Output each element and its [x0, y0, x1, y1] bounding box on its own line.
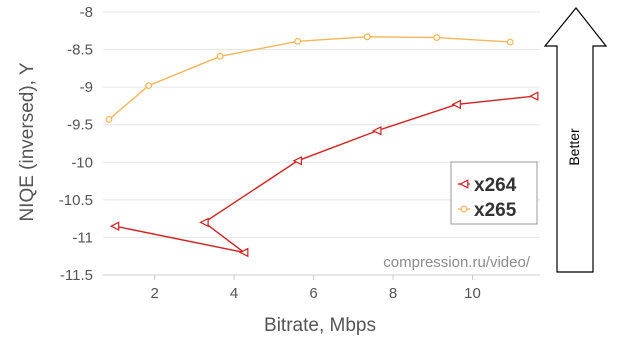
- better-label: Better: [566, 128, 582, 166]
- y-tick-label: -9: [80, 79, 93, 96]
- x-tick-label: 8: [389, 285, 397, 302]
- data-point-x264: [109, 221, 120, 231]
- y-tick-label: -8: [80, 4, 93, 21]
- y-tick-label: -11: [72, 229, 93, 246]
- y-tick-label: -10.5: [59, 192, 93, 209]
- legend-label: x265: [474, 200, 517, 221]
- data-point-x264: [199, 217, 209, 228]
- series-x264: [109, 91, 539, 258]
- better-arrow: Better: [543, 7, 608, 273]
- data-point-x265: [294, 37, 302, 45]
- legend: x264 x265: [450, 161, 538, 225]
- y-axis-title: NIQE (inversed), Y: [17, 62, 38, 221]
- x-axis-title: Bitrate, Mbps: [264, 315, 376, 336]
- series-group: [105, 33, 539, 258]
- grid-lines: [103, 11, 540, 276]
- data-point-x264: [451, 99, 461, 110]
- up-arrow-icon: [543, 7, 608, 273]
- data-point-x265: [105, 116, 113, 123]
- data-point-x265: [433, 34, 441, 41]
- legend-item-x265: x265: [458, 200, 517, 221]
- y-tick-label: -11.5: [60, 267, 93, 284]
- x-tick-label: 10: [464, 285, 481, 302]
- data-point-x265: [506, 38, 514, 46]
- data-point-x264: [371, 125, 382, 136]
- legend-item-x264: x264: [458, 175, 517, 196]
- y-tick-label: -8.5: [67, 42, 93, 59]
- legend-marker: [460, 205, 468, 213]
- legend-label: x264: [474, 175, 517, 196]
- x-axis-ticks: 2 4 6 8 10: [150, 275, 481, 302]
- data-point-x264: [528, 91, 539, 101]
- x-tick-label: 6: [309, 285, 317, 302]
- series-x265: [105, 33, 514, 123]
- data-point-x265: [363, 33, 371, 41]
- legend-marker: [458, 179, 469, 189]
- x-tick-label: 2: [150, 285, 158, 302]
- y-tick-label: -10: [71, 154, 93, 171]
- legend-box: [450, 161, 538, 225]
- data-point-x265: [145, 82, 153, 90]
- y-tick-label: -9.5: [67, 117, 93, 134]
- x-tick-label: 4: [230, 285, 238, 302]
- y-axis-ticks: -8 -8.5 -9 -9.5 -10 -10.5 -11 -11.5: [59, 4, 93, 284]
- watermark: compression.ru/video/: [383, 254, 531, 271]
- data-point-x264: [238, 247, 249, 258]
- data-point-x265: [216, 52, 224, 60]
- data-point-x264: [292, 156, 303, 166]
